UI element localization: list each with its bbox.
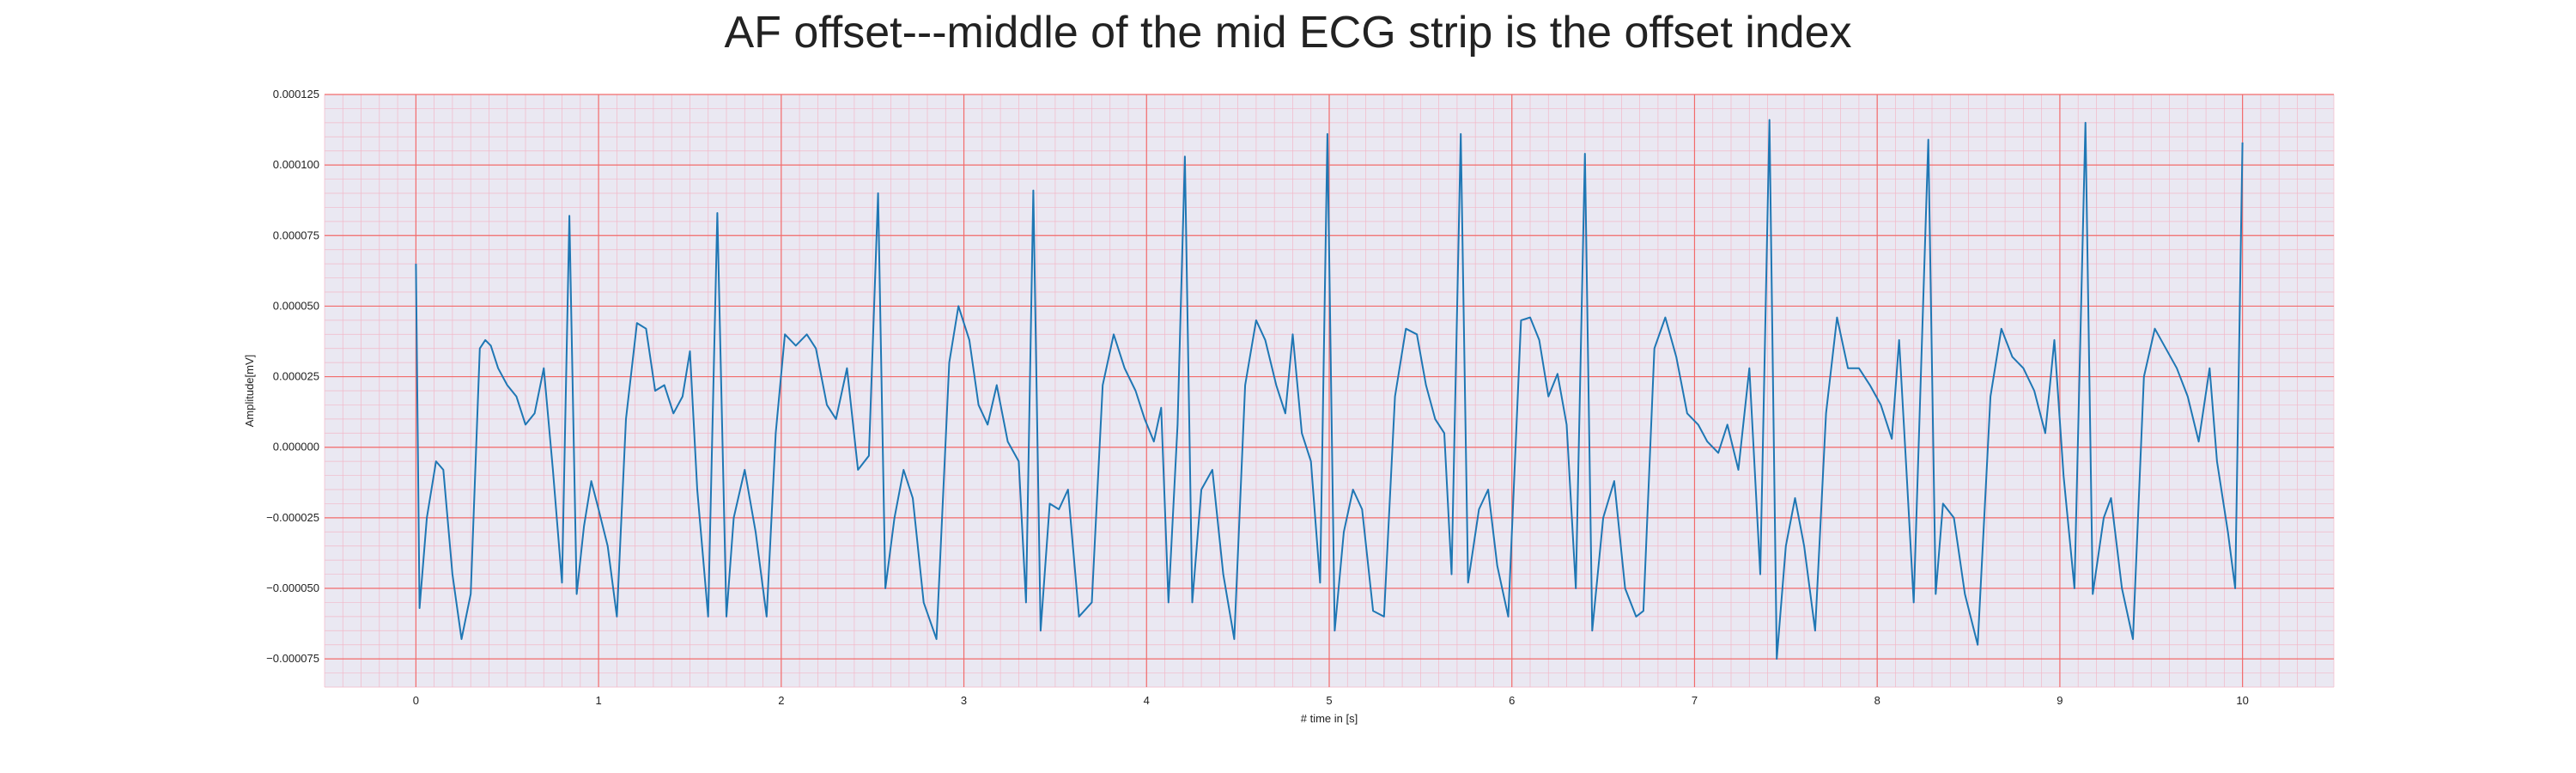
x-tick-label: 3: [961, 694, 967, 707]
x-axis-ticks: 0 1 2 3 4 5 6 7 8 9 10: [413, 694, 2249, 707]
x-tick-label: 7: [1692, 694, 1698, 707]
chart-title: AF offset---middle of the mid ECG strip …: [724, 8, 1852, 58]
y-axis-label: Amplitude[mV]: [243, 355, 256, 428]
x-tick-label: 4: [1144, 694, 1150, 707]
y-tick-label: −0.000075: [266, 652, 319, 665]
x-tick-label: 5: [1326, 694, 1332, 707]
x-axis-label: # time in [s]: [1301, 712, 1358, 725]
y-tick-label: 0.000100: [273, 158, 319, 171]
x-tick-label: 6: [1509, 694, 1515, 707]
y-tick-label: 0.000025: [273, 370, 319, 383]
y-tick-label: 0.000125: [273, 88, 319, 100]
x-tick-label: 8: [1874, 694, 1880, 707]
y-tick-label: 0.000000: [273, 441, 319, 453]
y-axis-ticks: −0.000075 −0.000050 −0.000025 0.000000 0.000…: [266, 88, 319, 665]
x-tick-label: 9: [2057, 694, 2063, 707]
y-tick-label: 0.000050: [273, 299, 319, 312]
series-layer: [415, 119, 2244, 660]
y-tick-label: −0.000050: [266, 581, 319, 594]
x-tick-label: 2: [778, 694, 784, 707]
x-tick-label: 0: [413, 694, 419, 707]
ecg-series-line: [415, 119, 2244, 660]
x-tick-label: 1: [595, 694, 601, 707]
x-tick-label: 10: [2236, 694, 2248, 707]
y-tick-label: 0.000075: [273, 228, 319, 241]
y-tick-label: −0.000025: [266, 511, 319, 524]
